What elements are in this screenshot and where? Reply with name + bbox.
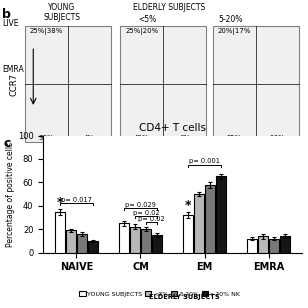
Text: 49%: 49%: [134, 135, 149, 141]
Text: 5-20%: 5-20%: [219, 15, 243, 24]
Bar: [247, 238, 257, 253]
Bar: [280, 236, 290, 253]
Bar: [258, 236, 268, 253]
Text: p= 0.02: p= 0.02: [138, 216, 165, 222]
Bar: [183, 215, 193, 253]
Text: *: *: [185, 199, 192, 212]
Bar: [87, 241, 98, 253]
Y-axis label: Percentage of positive cells: Percentage of positive cells: [6, 141, 15, 247]
Bar: [120, 26, 206, 142]
Text: ELDERLY SUBJECTS: ELDERLY SUBJECTS: [133, 3, 205, 12]
Bar: [205, 185, 215, 253]
Bar: [119, 223, 129, 253]
Text: 10%: 10%: [270, 135, 285, 141]
Text: LIVE: LIVE: [2, 18, 18, 28]
Title: CD4+ T cells: CD4+ T cells: [139, 123, 206, 133]
Text: 55%: 55%: [226, 135, 242, 141]
Bar: [141, 229, 151, 253]
Text: 33%: 33%: [38, 135, 54, 141]
Legend: YOUNG SUBJECTS, <3%, 5-20%, >20% NK: YOUNG SUBJECTS, <3%, 5-20%, >20% NK: [77, 289, 242, 299]
Bar: [194, 194, 204, 253]
Text: p= 0.029: p= 0.029: [125, 202, 156, 208]
Bar: [25, 26, 111, 142]
Bar: [152, 235, 162, 253]
Bar: [66, 230, 76, 253]
Text: CD45RA: CD45RA: [137, 144, 171, 152]
Text: <5%: <5%: [139, 15, 157, 24]
Bar: [269, 238, 279, 253]
Text: 4%: 4%: [84, 135, 95, 141]
Text: CCR7: CCR7: [9, 73, 18, 96]
Text: 25%|20%: 25%|20%: [125, 28, 158, 35]
Bar: [77, 234, 87, 253]
Text: c: c: [3, 137, 10, 150]
Text: EMRA: EMRA: [2, 65, 24, 74]
Text: YOUNG
SUBJECTS: YOUNG SUBJECTS: [43, 3, 80, 22]
Text: 6%: 6%: [179, 135, 190, 141]
Text: p= 0.02: p= 0.02: [132, 210, 159, 216]
Text: 25%|38%: 25%|38%: [30, 28, 63, 35]
Text: 20%|17%: 20%|17%: [217, 28, 251, 35]
Bar: [130, 227, 140, 253]
Bar: [213, 26, 299, 142]
Bar: [55, 212, 65, 253]
Text: b: b: [2, 8, 10, 21]
Text: *: *: [57, 196, 63, 209]
Bar: [216, 176, 226, 253]
Text: p= 0.001: p= 0.001: [189, 158, 220, 164]
Text: p= 0.017: p= 0.017: [61, 197, 92, 203]
Text: ELDERLY SUBJECTS: ELDERLY SUBJECTS: [149, 294, 220, 300]
